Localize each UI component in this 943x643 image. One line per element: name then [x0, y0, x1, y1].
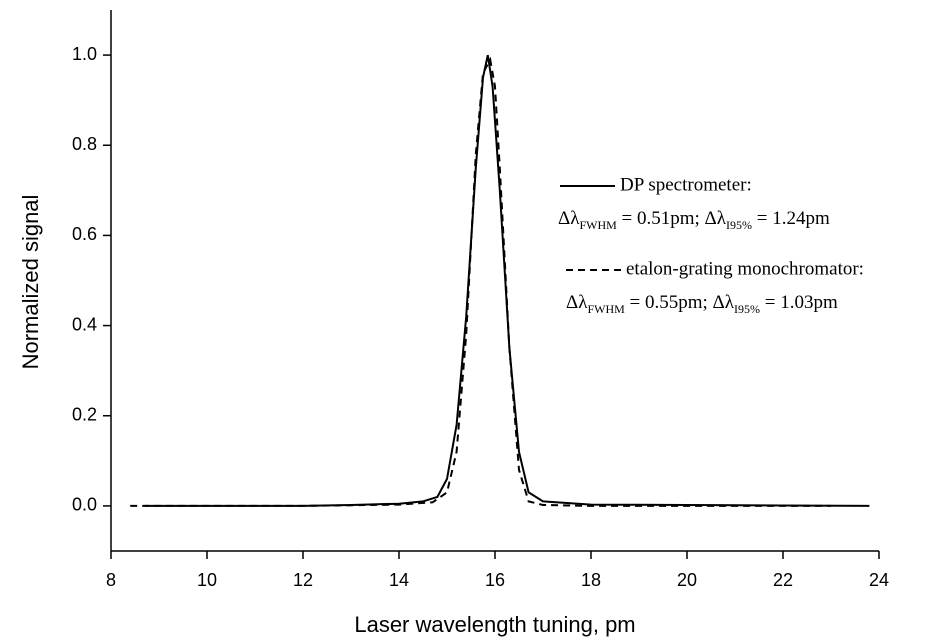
x-tick-label: 12 [293, 570, 313, 590]
legend-note-part: I95% [726, 218, 752, 232]
y-axis-title: Normalized signal [18, 195, 43, 370]
legend-note-part: FWHM [579, 218, 617, 232]
x-tick-label: 22 [773, 570, 793, 590]
legend-note-part: FWHM [587, 302, 625, 316]
legend-label: DP spectrometer: [620, 174, 752, 195]
x-tick-label: 14 [389, 570, 409, 590]
x-tick-label: 8 [106, 570, 116, 590]
legend-label: etalon-grating monochromator: [626, 258, 864, 279]
x-tick-label: 10 [197, 570, 217, 590]
series-line [130, 56, 831, 507]
y-tick-label: 0.6 [72, 224, 97, 244]
legend-note-part: = 1.03pm [760, 292, 838, 313]
y-tick-label: 1.0 [72, 44, 97, 64]
y-tick-label: 0.4 [72, 314, 97, 334]
x-tick-label: 18 [581, 570, 601, 590]
legend-note-part: = 1.24pm [752, 208, 830, 229]
x-tick-label: 24 [869, 570, 889, 590]
legend-note-part: Δλ [566, 292, 588, 313]
legend-note: ΔλFWHM = 0.55pm; ΔλI95% = 1.03pm [566, 292, 838, 315]
legend-note-part: = 0.51pm; Δλ [617, 208, 727, 229]
y-tick-label: 0.8 [72, 134, 97, 154]
x-tick-label: 16 [485, 570, 505, 590]
y-tick-label: 0.2 [72, 405, 97, 425]
x-axis-title: Laser wavelength tuning, pm [354, 612, 635, 637]
legend-note-part: = 0.55pm; Δλ [625, 292, 735, 313]
legend-note-part: Δλ [558, 208, 580, 229]
x-tick-label: 20 [677, 570, 697, 590]
y-tick-label: 0.0 [72, 495, 97, 515]
legend-note-part: I95% [734, 302, 760, 316]
legend-note: ΔλFWHM = 0.51pm; ΔλI95% = 1.24pm [558, 208, 830, 231]
series-line [144, 54, 870, 507]
